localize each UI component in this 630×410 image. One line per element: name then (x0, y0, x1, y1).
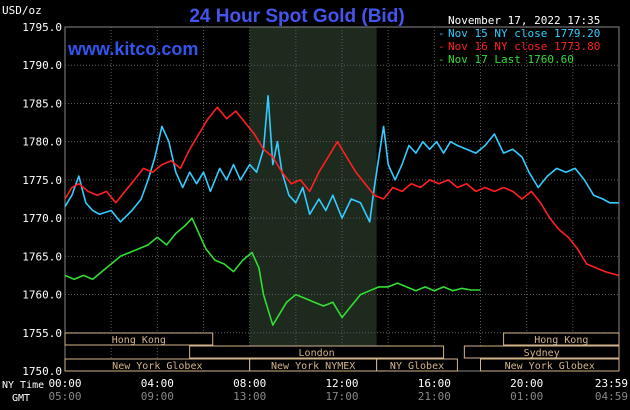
x-tick-label-gmt: 01:00 (510, 390, 543, 403)
session-label: New York Globex (112, 361, 202, 372)
x-tick-label-ny: 23:59 (595, 377, 628, 390)
x-tick-label-gmt: 09:00 (141, 390, 174, 403)
legend-mark-nov17: - (438, 53, 445, 66)
series-line-1 (64, 106, 619, 277)
session-bar: New York Globex (64, 358, 251, 372)
x-tick-label-gmt: 05:00 (48, 390, 81, 403)
session-label: Hong Kong (112, 335, 166, 346)
x-tick-label-gmt: 04:59 (595, 390, 628, 403)
session-label: Sydney (524, 348, 560, 359)
session-bar: NY Globex (376, 358, 458, 372)
session-label: Hong Kong (534, 335, 588, 346)
series-line-0 (64, 95, 619, 223)
session-bar: Sydney (463, 345, 620, 359)
x-tick-label-gmt: 21:00 (418, 390, 451, 403)
legend: - Nov 15 NY close 1779.20 - Nov 16 NY cl… (438, 27, 600, 66)
chart-title: 24 Hour Spot Gold (Bid) (189, 6, 404, 27)
session-bar: Hong Kong (64, 332, 214, 346)
x-tick-label-ny: 08:00 (233, 377, 266, 390)
x-tick-label-ny: 20:00 (510, 377, 543, 390)
gmt-row-label: GMT (12, 393, 30, 404)
session-label: New York Globex (505, 361, 595, 372)
session-bar-box (376, 358, 458, 372)
x-tick-label-gmt: 13:00 (233, 390, 266, 403)
ny-time-row-label: NY Time (2, 380, 44, 391)
legend-mark-nov15: - (438, 27, 445, 40)
legend-entry-nov16: Nov 16 NY close 1773.80 (448, 40, 600, 53)
session-label: London (299, 348, 335, 359)
y-tick-label: 1750.0 (22, 365, 62, 378)
legend-entry-nov15: Nov 15 NY close 1779.20 (448, 27, 600, 40)
session-label: NY Globex (390, 361, 444, 372)
y-tick-label: 1780.0 (22, 136, 62, 149)
session-bar: New York NYMEX (249, 358, 378, 372)
x-tick-label-ny: 12:00 (325, 377, 358, 390)
y-tick-label: 1760.0 (22, 289, 62, 302)
x-tick-label-ny: 04:00 (141, 377, 174, 390)
y-tick-label: 1755.0 (22, 327, 62, 340)
session-bar: New York Globex (480, 358, 620, 372)
watermark-url[interactable]: www.kitco.com (67, 39, 198, 59)
series-line-2 (64, 217, 481, 326)
session-bar-box (463, 345, 620, 359)
session-bar: London (189, 345, 445, 359)
session-label: New York NYMEX (271, 361, 355, 372)
y-tick-label: 1795.0 (22, 21, 62, 34)
y-tick-label: 1775.0 (22, 174, 62, 187)
x-tick-label-gmt: 17:00 (325, 390, 358, 403)
shaded-session-region (249, 27, 377, 371)
x-tick-label-ny: 16:00 (418, 377, 451, 390)
session-bar-box (503, 332, 620, 346)
session-bar-box (480, 358, 620, 372)
y-axis-unit-label: USD/oz (2, 4, 42, 17)
y-tick-label: 1770.0 (22, 212, 62, 225)
y-tick-label: 1785.0 (22, 97, 62, 110)
x-tick-label-ny: 00:00 (48, 377, 81, 390)
timestamp: November 17, 2022 17:35 (448, 14, 600, 27)
session-bar-box (64, 332, 214, 346)
y-tick-label: 1765.0 (22, 250, 62, 263)
session-bar: Hong Kong (503, 332, 620, 346)
session-bar-box (189, 345, 445, 359)
legend-mark-nov16: - (438, 40, 445, 53)
legend-entry-nov17: Nov 17 Last 1760.60 (448, 53, 574, 66)
y-tick-label: 1790.0 (22, 59, 62, 72)
